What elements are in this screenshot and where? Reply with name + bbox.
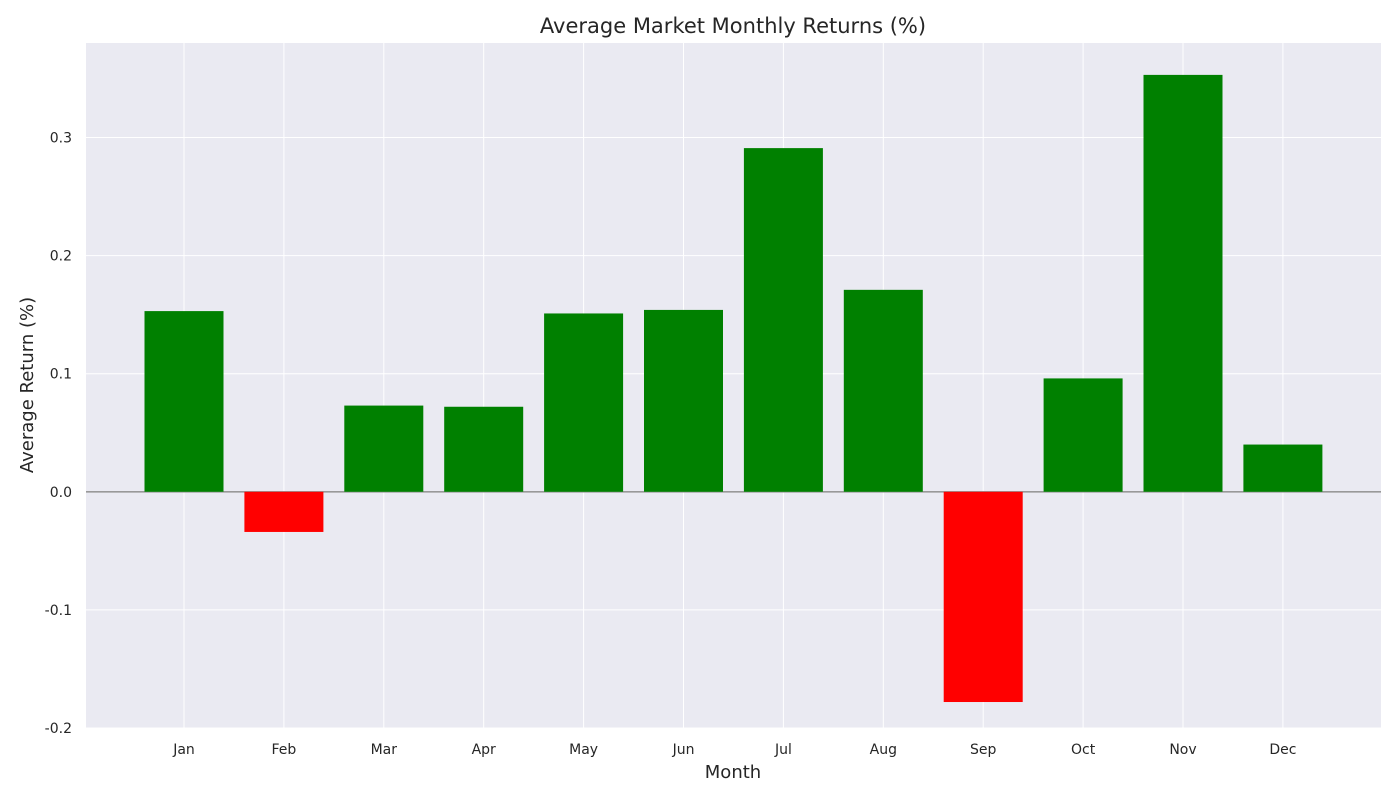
y-tick-label: -0.1 (45, 603, 72, 619)
y-tick-label: 0.2 (50, 249, 72, 265)
bar-mar (344, 405, 424, 492)
bar-dec (1243, 444, 1323, 492)
x-tick-label: Nov (1169, 742, 1196, 758)
x-tick-label: Jun (672, 742, 695, 758)
bar-jan (144, 311, 224, 492)
bar-aug (843, 289, 923, 492)
bar-sep (943, 491, 1023, 703)
x-tick-label: Dec (1269, 742, 1296, 758)
bar-feb (244, 491, 324, 532)
x-tick-label: Oct (1071, 742, 1096, 758)
bar-apr (444, 406, 524, 492)
x-tick-label: May (569, 742, 598, 758)
bar-jul (743, 148, 823, 492)
x-axis-title: Month (705, 762, 761, 783)
x-tick-label: Feb (272, 742, 297, 758)
y-tick-labels: -0.2 -0.1 0.0 0.1 0.2 0.3 (45, 130, 72, 737)
chart-title: Average Market Monthly Returns (%) (540, 14, 926, 38)
x-tick-label: Sep (970, 742, 997, 758)
y-tick-label: 0.1 (50, 367, 72, 383)
x-tick-label: Mar (371, 742, 398, 758)
y-tick-label: -0.2 (45, 721, 72, 737)
bar-nov (1143, 74, 1223, 492)
bar-may (544, 313, 624, 492)
x-tick-labels: Jan Feb Mar Apr May Jun Jul Aug Sep Oct Nov Dec (172, 742, 1296, 758)
x-tick-label: Apr (472, 742, 496, 758)
x-tick-label: Aug (870, 742, 897, 758)
y-tick-label: 0.0 (50, 485, 72, 501)
bar-oct (1043, 378, 1123, 492)
y-tick-label: 0.3 (50, 130, 72, 146)
y-axis-title: Average Return (%) (17, 297, 38, 473)
x-tick-label: Jan (172, 742, 195, 758)
bar-jun (644, 309, 723, 492)
bars (144, 74, 1323, 703)
x-tick-label: Jul (774, 742, 792, 758)
